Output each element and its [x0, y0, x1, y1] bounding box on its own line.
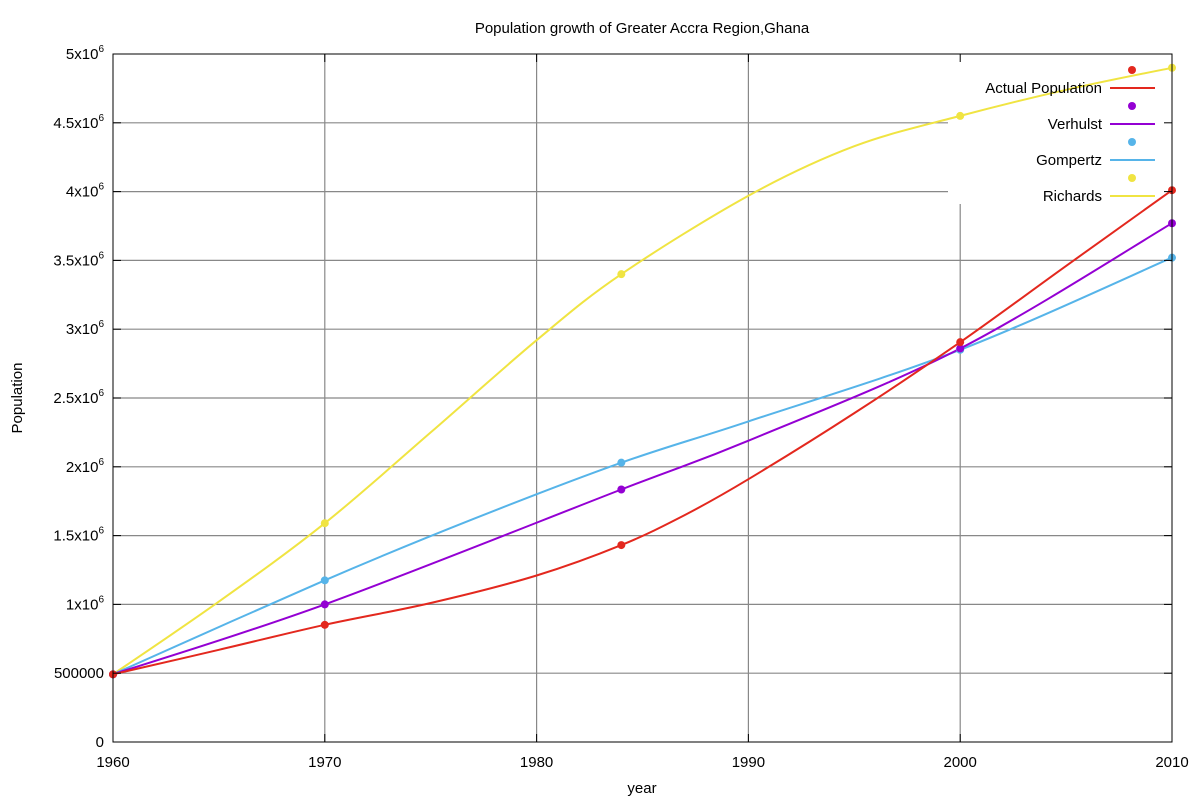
legend: Actual Population Verhulst Gompertz Richard… — [985, 66, 1155, 205]
series-line-actual-population — [112, 189, 1173, 676]
data-point-verhulst — [617, 485, 626, 494]
series-points — [109, 63, 1176, 679]
data-point-richards — [320, 519, 329, 528]
x-tick-label: 2000 — [944, 754, 977, 771]
x-tick-label: 2010 — [1155, 754, 1188, 771]
y-tick-label: 3.5x106 — [53, 250, 104, 269]
series-line-verhulst — [112, 222, 1173, 676]
x-tick-label: 1990 — [732, 754, 765, 771]
legend-label-richards: Richards — [1043, 188, 1102, 205]
y-tick-label: 3x106 — [66, 319, 105, 338]
data-point-verhulst — [320, 600, 329, 609]
legend-label-gompertz: Gompertz — [1036, 152, 1102, 169]
x-axis-label: year — [627, 780, 656, 797]
x-tick-label: 1960 — [96, 754, 129, 771]
data-point-actual-population — [956, 338, 965, 347]
data-point-gompertz — [617, 458, 626, 467]
y-tick-label: 1x106 — [66, 594, 105, 613]
x-axis-ticks: 1960 1970 1980 1990 2000 2010 — [96, 54, 1189, 771]
data-point-actual-population — [617, 541, 626, 550]
legend-label-actual-population: Actual Population — [985, 80, 1102, 97]
x-tick-label: 1970 — [308, 754, 341, 771]
x-tick-label: 1980 — [520, 754, 553, 771]
y-tick-label: 5x106 — [66, 44, 105, 63]
legend-marker-actual-population — [1128, 66, 1136, 74]
legend-marker-verhulst — [1128, 102, 1136, 110]
y-tick-label: 1.5x106 — [53, 526, 104, 545]
data-point-verhulst — [956, 344, 965, 353]
y-axis-label: Population — [9, 363, 26, 434]
data-point-richards — [956, 111, 965, 120]
legend-label-verhulst: Verhulst — [1048, 116, 1103, 133]
y-tick-label: 500000 — [54, 665, 104, 682]
legend-marker-richards — [1128, 174, 1136, 182]
y-tick-label: 0 — [96, 734, 104, 751]
data-point-richards — [617, 270, 626, 279]
y-tick-label: 2x106 — [66, 457, 105, 476]
chart-title: Population growth of Greater Accra Regio… — [475, 20, 810, 37]
legend-marker-gompertz — [1128, 138, 1136, 146]
data-point-gompertz — [320, 576, 329, 585]
y-tick-label: 4.5x106 — [53, 113, 104, 132]
y-tick-label: 2.5x106 — [53, 388, 104, 407]
y-tick-label: 4x106 — [66, 182, 105, 201]
data-point-actual-population — [320, 620, 329, 629]
y-axis-ticks: 0 500000 1x106 1.5x106 2x106 2.5x106 3x106 3.5x… — [53, 44, 1172, 751]
